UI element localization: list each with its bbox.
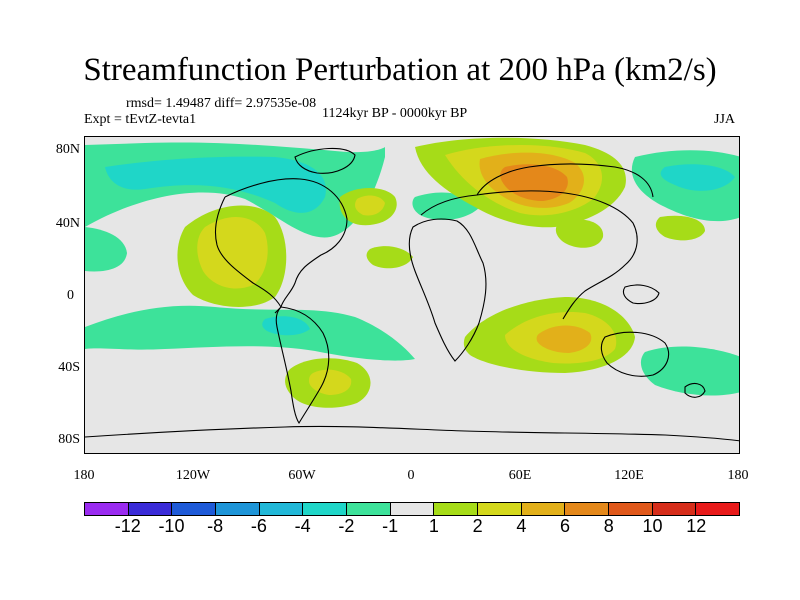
lon-label-180e: 180 [727,468,749,483]
contour-pos-atlantic-core [355,195,385,216]
colorbar-label: -6 [250,516,267,536]
colorbar-box [128,503,173,515]
colorbar-label: 10 [642,516,663,536]
colorbar [84,502,740,516]
colorbar-box [434,503,479,515]
colorbar-label: -12 [114,516,141,536]
contour-neg-north-america-core [105,156,326,213]
contour-pos-mexico-core [197,216,268,289]
colorbar-box [478,503,522,515]
colorbar-label: -1 [382,516,399,536]
coastlines [85,147,739,442]
lon-label-60w: 60W [288,468,316,483]
colorbar-label: 12 [686,516,707,536]
map-panel [84,136,740,454]
contour-pos-pacific-east [655,215,705,241]
map-plot [85,137,739,453]
colorbar-box [259,503,304,515]
lon-label-0: 0 [407,468,415,483]
contour-neg-southern-band [85,305,415,361]
lon-label-180w: 180 [73,468,95,483]
colorbar-label: 8 [603,516,614,536]
contour-pos-indian-core [536,325,592,353]
colorbar-box [85,503,129,515]
contour-neg-west-pacific [85,227,127,272]
colorbar-box [521,503,566,515]
lon-label-120e: 120E [614,468,644,483]
colorbar-box [696,503,740,515]
chart-title: Streamfunction Perturbation at 200 hPa (… [83,52,717,88]
colorbar-label: -2 [338,516,355,536]
lon-label-120w: 120W [175,468,211,483]
colorbar-label: 2 [472,516,483,536]
contour-pos-east-asia [555,219,604,248]
colorbar-label: -4 [294,516,311,536]
stats-label: rmsd= 1.49487 diff= 2.97535e-08 [126,96,317,111]
experiment-label: Expt = tEvtZ-tevta1 [84,112,197,127]
colorbar-box [347,503,391,515]
colorbar-box [565,503,610,515]
colorbar-box [390,503,435,515]
colorbar-label: -8 [207,516,224,536]
colorbar-label: -10 [158,516,185,536]
lon-label-60e: 60E [508,468,532,483]
lat-label-0: 0 [67,288,74,303]
season-label: JJA [714,112,736,127]
lat-label-40s: 40S [58,360,80,375]
contour-neg-aus [640,346,739,396]
colorbar-box [652,503,697,515]
colorbar-box [303,503,348,515]
colorbar-label: 4 [516,516,527,536]
colorbar-label: 6 [560,516,571,536]
colorbar-box [609,503,653,515]
period-label: 1124kyr BP - 0000kyr BP [322,106,468,121]
colorbar-label: 1 [428,516,439,536]
contour-pos-africa [366,246,413,269]
colorbar-box [216,503,260,515]
lat-label-80n: 80N [55,142,80,157]
colorbar-box [172,503,217,515]
contour-neg-southern-core [262,316,310,336]
contour-neg-asia-pacific-core [660,164,735,191]
lat-label-80s: 80S [58,432,80,447]
lat-label-40n: 40N [55,216,80,231]
